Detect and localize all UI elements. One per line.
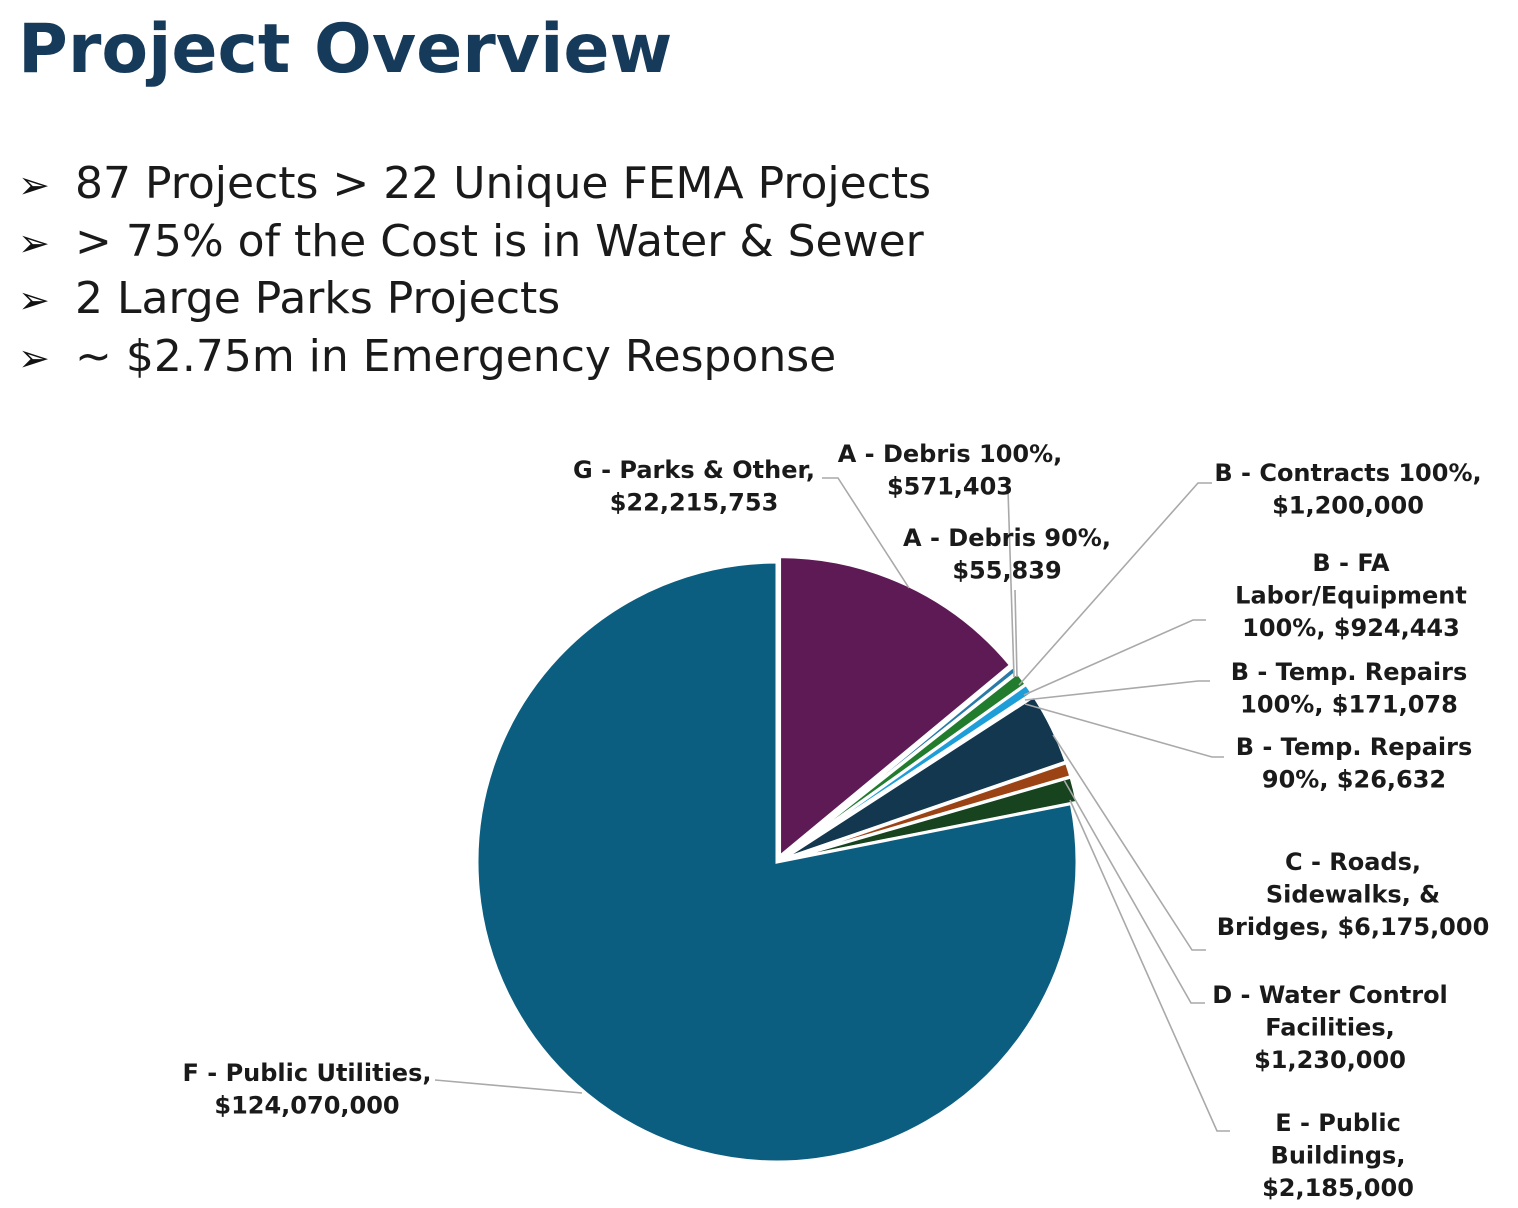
leader-line <box>1024 680 1210 701</box>
data-label-line: 90%, $26,632 <box>1262 766 1446 794</box>
data-label: B - FA Labor/Equipment 100%, $924,443 <box>1235 549 1467 642</box>
pie-slice-f-public-utilities <box>475 560 1079 1164</box>
data-label-line: A - Debris 100%, <box>838 440 1063 468</box>
data-label-line: B - Contracts 100%, <box>1214 459 1481 487</box>
leader-line <box>822 477 910 589</box>
data-label-line: $1,230,000 <box>1254 1046 1406 1074</box>
leader-line <box>1024 703 1224 758</box>
arrowhead-bullet-icon: ➢ <box>18 220 50 265</box>
bullet-text: 87 Projects > 22 Unique FEMA Projects <box>75 158 932 209</box>
bullet-text: ~ $2.75m in Emergency Response <box>75 330 837 382</box>
data-label-line: $571,403 <box>887 473 1013 501</box>
leader-line <box>1007 489 1015 678</box>
data-label-line: $124,070,000 <box>214 1092 399 1120</box>
leader-line <box>1023 619 1206 696</box>
leader-line <box>434 1079 583 1094</box>
bullet-text: 2 Large Parks Projects <box>75 273 561 324</box>
leader-line <box>1014 589 1018 678</box>
leader-line <box>1018 482 1212 686</box>
bullet-item: ➢ 2 Large Parks Projects <box>18 270 931 328</box>
data-label: D - Water Control Facilities, $1,230,000 <box>1212 981 1448 1074</box>
bullet-item: ➢ ~ $2.75m in Emergency Response <box>18 328 931 386</box>
data-label: F - Public Utilities, $124,070,000 <box>183 1059 432 1120</box>
data-label-line: A - Debris 90%, <box>903 524 1111 552</box>
data-label: E - Public Buildings, $2,185,000 <box>1262 1109 1414 1202</box>
data-label-line: Facilities, <box>1265 1014 1394 1042</box>
data-label: B - Temp. Repairs 100%, $171,078 <box>1231 658 1468 719</box>
data-label-line: 100%, $171,078 <box>1240 691 1458 719</box>
data-label-line: Buildings, <box>1271 1142 1406 1170</box>
data-label: A - Debris 90%, $55,839 <box>903 524 1111 585</box>
arrowhead-bullet-icon: ➢ <box>18 335 50 380</box>
data-label-line: 100%, $924,443 <box>1242 614 1460 642</box>
leader-line <box>1069 799 1230 1132</box>
data-label: B - Temp. Repairs 90%, $26,632 <box>1236 733 1473 794</box>
bullet-item: ➢ > 75% of the Cost is in Water & Sewer <box>18 213 931 271</box>
data-label-line: C - Roads, <box>1285 848 1421 876</box>
data-label-line: E - Public <box>1275 1109 1401 1137</box>
data-label-line: Labor/Equipment <box>1235 582 1467 610</box>
arrowhead-bullet-icon: ➢ <box>18 278 50 322</box>
data-label-line: $55,839 <box>952 557 1061 585</box>
data-label: C - Roads, Sidewalks, & Bridges, $6,175,00… <box>1217 848 1490 941</box>
data-label-line: $22,215,753 <box>610 489 779 517</box>
data-label-line: F - Public Utilities, <box>183 1059 432 1087</box>
bullet-text: > 75% of the Cost is in Water & Sewer <box>75 215 924 267</box>
data-label-line: Sidewalks, & <box>1266 881 1440 909</box>
data-label: B - Contracts 100%, $1,200,000 <box>1214 459 1481 520</box>
data-label-line: $1,200,000 <box>1272 492 1424 520</box>
data-label-line: G - Parks & Other, <box>573 456 815 484</box>
arrowhead-bullet-icon: ➢ <box>18 163 50 207</box>
bullet-list: ➢ 87 Projects > 22 Unique FEMA Projects ➢… <box>18 155 931 385</box>
pie-slices <box>475 555 1079 1164</box>
data-label: G - Parks & Other, $22,215,753 <box>573 456 815 517</box>
page-title: Project Overview <box>18 10 673 89</box>
data-label-line: B - Temp. Repairs <box>1231 658 1468 686</box>
pie-labels: A - Debris 100%, $571,403 A - Debris 90%, $… <box>183 440 1490 1202</box>
leader-line <box>1052 734 1206 951</box>
leader-line <box>1063 779 1205 1004</box>
data-label: A - Debris 100%, $571,403 <box>838 440 1063 501</box>
data-label-line: D - Water Control <box>1212 981 1448 1009</box>
data-label-line: B - Temp. Repairs <box>1236 733 1473 761</box>
data-label-line: Bridges, $6,175,000 <box>1217 913 1490 941</box>
data-label-line: B - FA <box>1312 549 1390 577</box>
data-label-line: $2,185,000 <box>1262 1174 1414 1202</box>
bullet-item: ➢ 87 Projects > 22 Unique FEMA Projects <box>18 155 931 213</box>
